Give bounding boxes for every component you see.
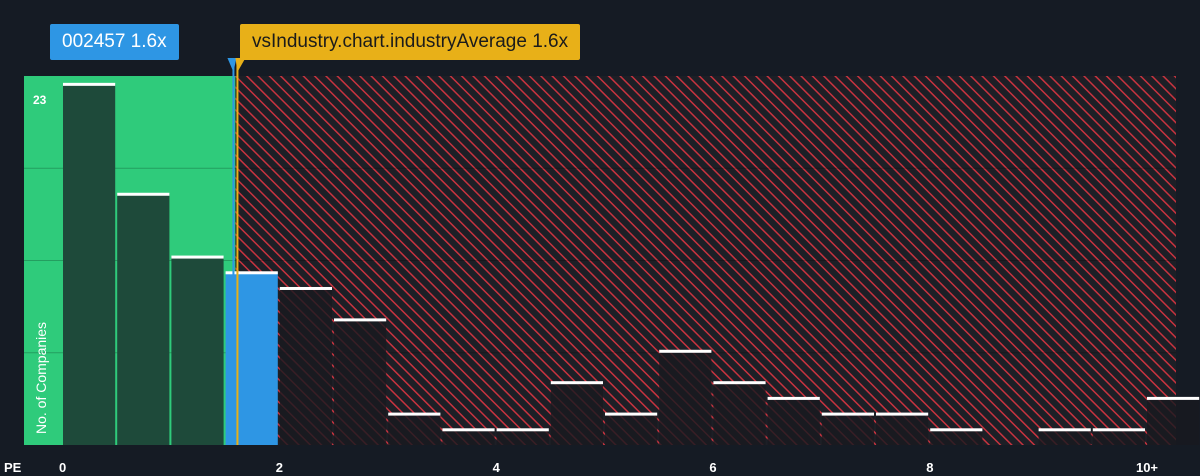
histogram-bar-12 bbox=[713, 382, 766, 445]
histogram-bar-top-2 bbox=[171, 255, 224, 259]
histogram-bar-top-19 bbox=[1092, 428, 1145, 432]
histogram-bar-top-9 bbox=[550, 381, 603, 385]
company-pe-label: 002457 1.6x bbox=[50, 24, 179, 60]
company-pe-pointer bbox=[227, 58, 237, 72]
histogram-bar-top-7 bbox=[442, 428, 495, 432]
histogram-bar-10 bbox=[605, 413, 658, 445]
x-axis-label: PE bbox=[4, 460, 22, 475]
histogram-bar-18 bbox=[1038, 429, 1091, 445]
histogram-bar-top-11 bbox=[659, 349, 712, 353]
histogram-bar-top-1 bbox=[117, 192, 170, 196]
histogram-bar-7 bbox=[442, 429, 495, 445]
x-tick-label-6: 6 bbox=[709, 460, 716, 475]
histogram-bar-20 bbox=[1147, 397, 1200, 445]
histogram-bar-8 bbox=[496, 429, 549, 445]
histogram-bar-top-18 bbox=[1038, 428, 1091, 432]
histogram-bar-top-15 bbox=[876, 412, 929, 416]
histogram-bar-top-16 bbox=[930, 428, 983, 432]
histogram-bar-0 bbox=[63, 83, 116, 445]
histogram-bar-1 bbox=[117, 193, 170, 445]
x-tick-label-10+: 10+ bbox=[1136, 460, 1158, 475]
histogram-bar-top-20 bbox=[1147, 396, 1200, 400]
industry-average-pointer bbox=[235, 58, 246, 72]
x-tick-label-8: 8 bbox=[926, 460, 933, 475]
histogram-bar-13 bbox=[767, 397, 820, 445]
histogram-bar-top-13 bbox=[767, 396, 820, 400]
industry-average-label: vsIndustry.chart.industryAverage 1.6x bbox=[240, 24, 581, 60]
y-axis-label: No. of Companies bbox=[33, 322, 49, 434]
histogram-bar-top-10 bbox=[605, 412, 658, 416]
histogram-bar-top-14 bbox=[821, 412, 874, 416]
histogram-bar-11 bbox=[659, 350, 712, 445]
histogram-bar-top-5 bbox=[334, 318, 387, 322]
y-max-label: 23 bbox=[33, 93, 47, 107]
histogram-bar-15 bbox=[876, 413, 929, 445]
histogram-bar-14 bbox=[821, 413, 874, 445]
histogram-bar-top-6 bbox=[388, 412, 441, 416]
histogram-bar-2 bbox=[171, 256, 224, 445]
histogram-bar-9 bbox=[550, 382, 603, 445]
histogram-bar-16 bbox=[930, 429, 983, 445]
histogram-bar-top-8 bbox=[496, 428, 549, 432]
histogram-bar-4 bbox=[279, 287, 332, 445]
histogram-bar-top-4 bbox=[279, 286, 332, 290]
histogram-bar-top-12 bbox=[713, 381, 766, 385]
x-tick-label-2: 2 bbox=[276, 460, 283, 475]
x-tick-label-0: 0 bbox=[59, 460, 66, 475]
histogram-bar-6 bbox=[388, 413, 441, 445]
histogram-bar-5 bbox=[334, 319, 387, 445]
histogram-bar-top-0 bbox=[63, 82, 116, 86]
x-tick-label-4: 4 bbox=[493, 460, 501, 475]
histogram-bar-19 bbox=[1092, 429, 1145, 445]
histogram-bar-top-3 bbox=[225, 271, 278, 275]
